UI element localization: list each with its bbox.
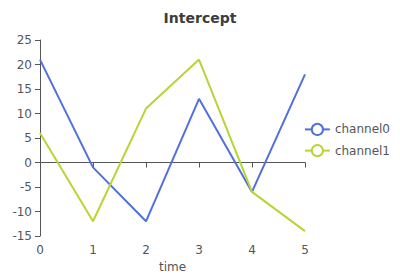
svg-text:-15: -15 [12, 229, 32, 243]
svg-text:15: 15 [17, 82, 32, 96]
svg-text:channel0: channel0 [335, 122, 390, 136]
svg-text:time: time [159, 260, 186, 274]
svg-text:0: 0 [36, 243, 44, 257]
svg-text:channel1: channel1 [335, 144, 390, 158]
svg-text:-5: -5 [20, 180, 32, 194]
svg-text:2: 2 [142, 243, 150, 257]
svg-text:5: 5 [24, 131, 32, 145]
svg-text:-10: -10 [12, 205, 32, 219]
svg-text:5: 5 [301, 243, 309, 257]
svg-text:1: 1 [89, 243, 97, 257]
svg-text:Intercept: Intercept [164, 10, 237, 26]
svg-text:0: 0 [24, 156, 32, 170]
svg-text:20: 20 [17, 58, 32, 72]
svg-text:3: 3 [195, 243, 203, 257]
svg-text:4: 4 [248, 243, 256, 257]
svg-text:10: 10 [17, 107, 32, 121]
svg-text:25: 25 [17, 33, 32, 47]
